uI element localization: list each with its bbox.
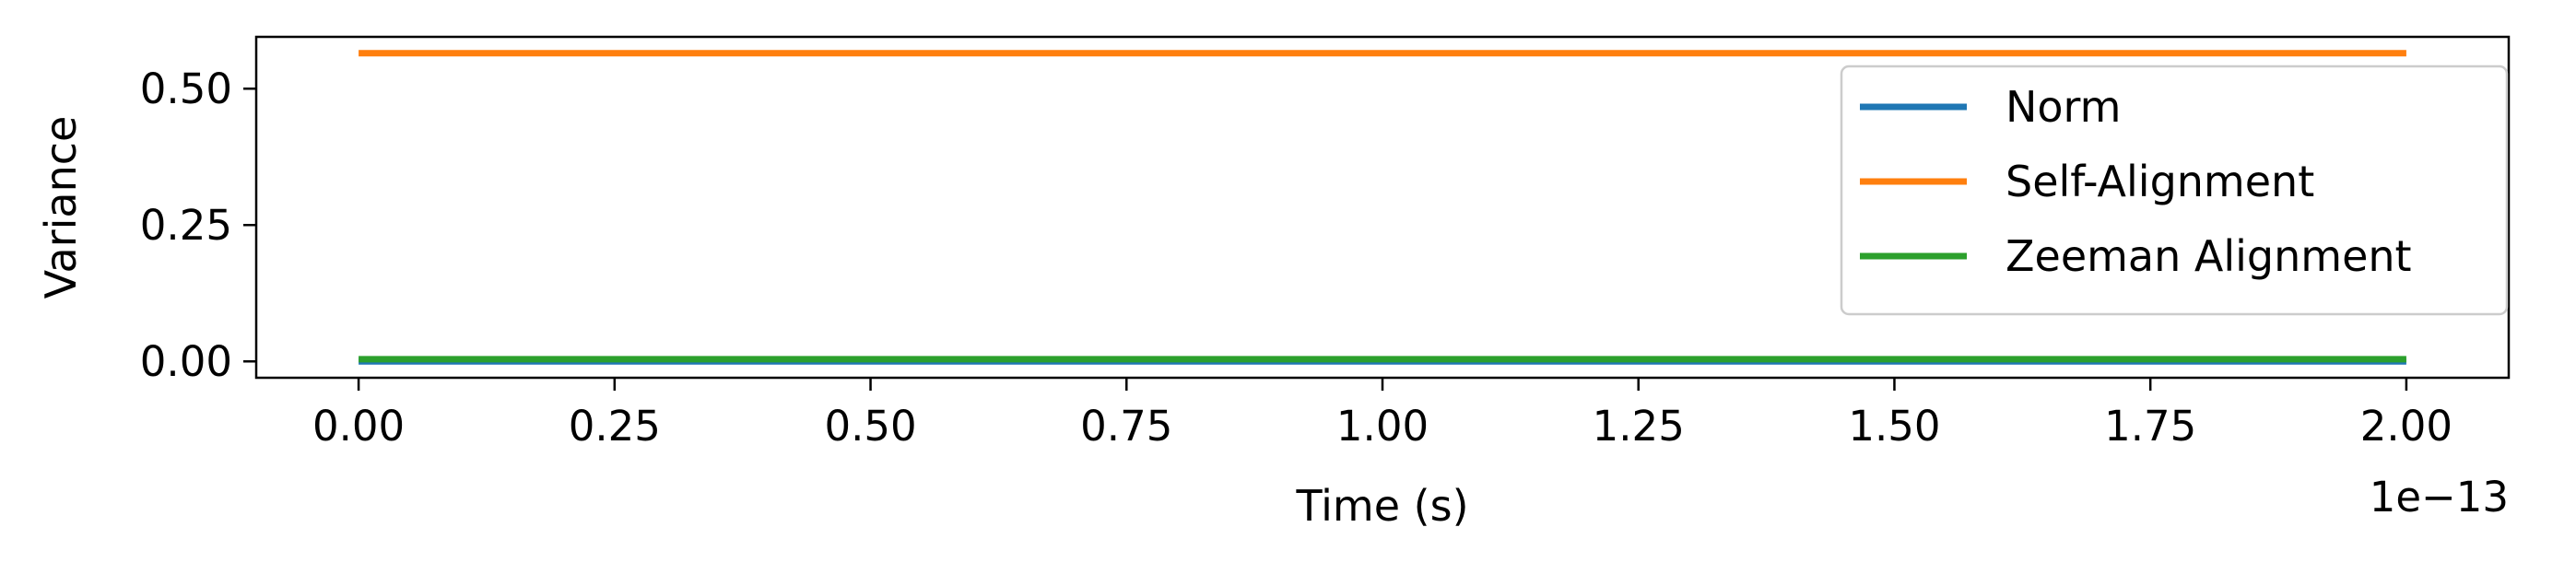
y-tick-label: 0.25 [140,201,232,250]
y-axis-label: Variance [36,116,86,299]
x-tick-label: 1.25 [1593,402,1685,451]
legend-entry-label: Zeeman Alignment [2006,231,2412,281]
x-tick-label: 0.00 [312,402,405,451]
x-axis-offset-label: 1e−13 [2370,473,2509,521]
x-tick-label: 1.75 [2104,402,2196,451]
x-tick-label: 2.00 [2360,402,2452,451]
x-tick-label: 0.75 [1080,402,1172,451]
y-axis: 0.00 0.25 0.50 [140,64,256,386]
series-layer [359,50,2406,365]
x-tick-label: 0.25 [569,402,661,451]
x-axis: 0.00 0.25 0.50 0.75 1.00 1.25 1.50 1.75 2.00 [312,378,2452,451]
x-axis-label: Time (s) [1295,481,1468,531]
x-tick-label: 1.00 [1336,402,1429,451]
y-tick-label: 0.00 [140,337,232,386]
x-tick-label: 0.50 [824,402,916,451]
legend-entry-label: Self-Alignment [2006,157,2314,206]
legend-box [1840,64,2509,316]
y-tick-label: 0.50 [140,64,232,113]
legend-entry-label: Norm [2006,82,2121,132]
legend: Norm Self-Alignment Zeeman Alignment [1840,64,2509,316]
x-tick-label: 1.50 [1848,402,1940,451]
